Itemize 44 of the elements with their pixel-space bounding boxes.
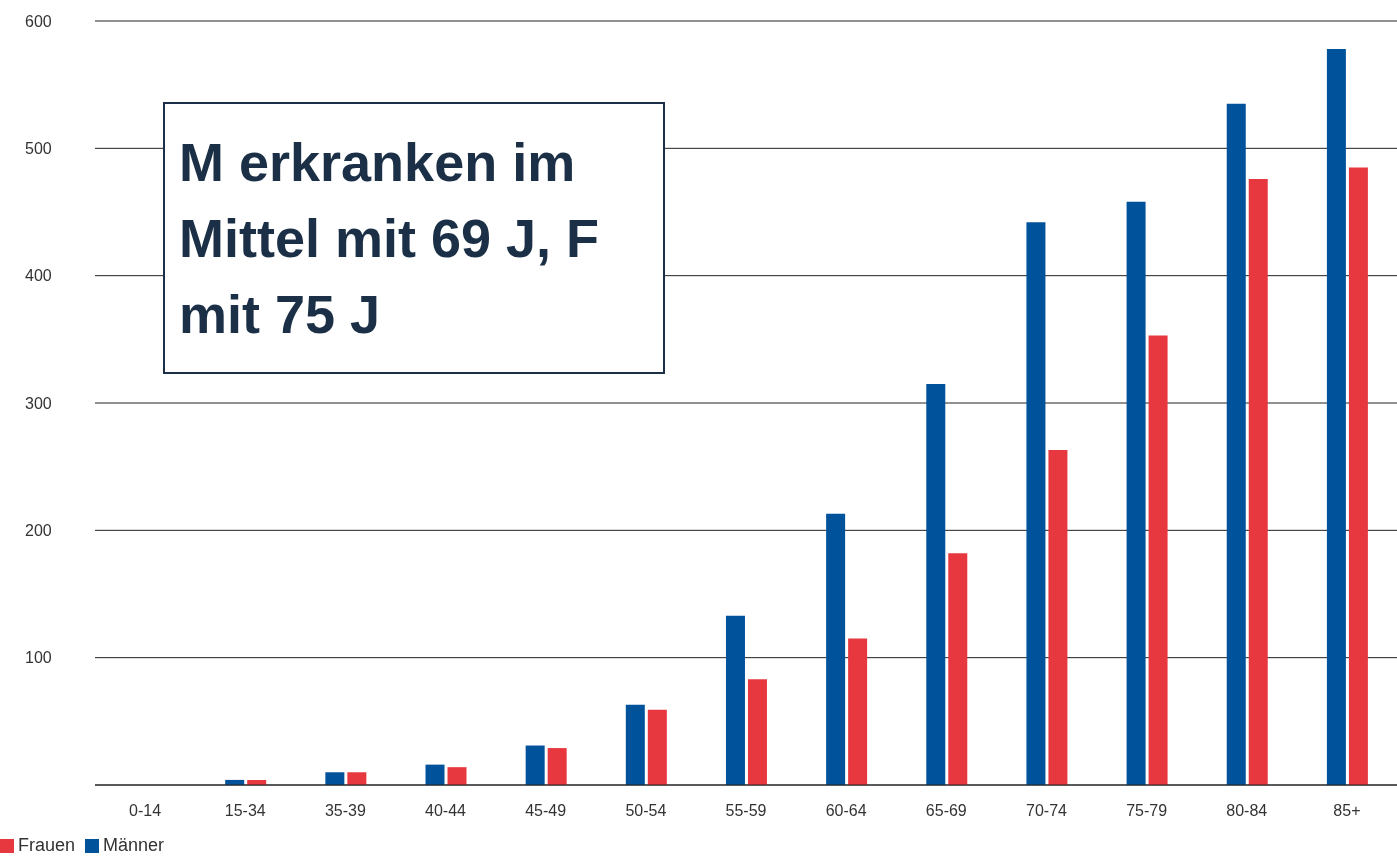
bar bbox=[625, 704, 645, 785]
x-tick-label: 80-84 bbox=[1226, 802, 1268, 820]
bar bbox=[647, 709, 667, 785]
y-tick-label: 500 bbox=[25, 140, 52, 158]
bar bbox=[347, 772, 367, 785]
y-tick-label: 600 bbox=[25, 12, 52, 30]
x-tick-label: 55-59 bbox=[725, 802, 767, 820]
bar bbox=[948, 553, 968, 785]
x-tick-label: 50-54 bbox=[625, 802, 667, 820]
bar bbox=[1326, 49, 1346, 785]
y-tick-label: 100 bbox=[25, 649, 52, 667]
y-tick-label: 400 bbox=[25, 267, 52, 285]
bar bbox=[926, 383, 946, 785]
x-tick-label: 70-74 bbox=[1026, 802, 1068, 820]
x-tick-label: 65-69 bbox=[925, 802, 967, 820]
bar bbox=[425, 764, 445, 785]
y-tick-label: 200 bbox=[25, 522, 52, 540]
bar bbox=[1348, 167, 1368, 785]
x-tick-label: 15-34 bbox=[224, 802, 266, 820]
x-tick-label: 60-64 bbox=[825, 802, 867, 820]
x-tick-label: 45-49 bbox=[525, 802, 567, 820]
bar bbox=[725, 615, 745, 785]
annotation: M erkranken im Mittel mit 69 J, F mit 75 J bbox=[163, 102, 665, 374]
bar bbox=[547, 748, 567, 785]
bar bbox=[325, 772, 345, 785]
x-tick-label: 40-44 bbox=[425, 802, 467, 820]
x-tick-label: 85+ bbox=[1333, 802, 1361, 820]
legend-label: Männer bbox=[103, 835, 165, 855]
x-tick-label: 35-39 bbox=[324, 802, 366, 820]
bar bbox=[1226, 103, 1246, 785]
bar bbox=[826, 513, 846, 785]
bar bbox=[1126, 201, 1146, 785]
bar bbox=[1048, 450, 1068, 785]
bar bbox=[447, 767, 467, 785]
bar bbox=[1148, 335, 1168, 785]
bar bbox=[747, 679, 767, 785]
y-tick-label: 300 bbox=[25, 394, 52, 412]
x-tick-label: 75-79 bbox=[1126, 802, 1168, 820]
x-tick-label: 0-14 bbox=[129, 802, 162, 820]
bar bbox=[848, 638, 868, 785]
bar bbox=[1026, 222, 1046, 785]
bar bbox=[1248, 178, 1268, 785]
legend-label: Frauen bbox=[18, 835, 76, 855]
bar bbox=[525, 745, 545, 785]
